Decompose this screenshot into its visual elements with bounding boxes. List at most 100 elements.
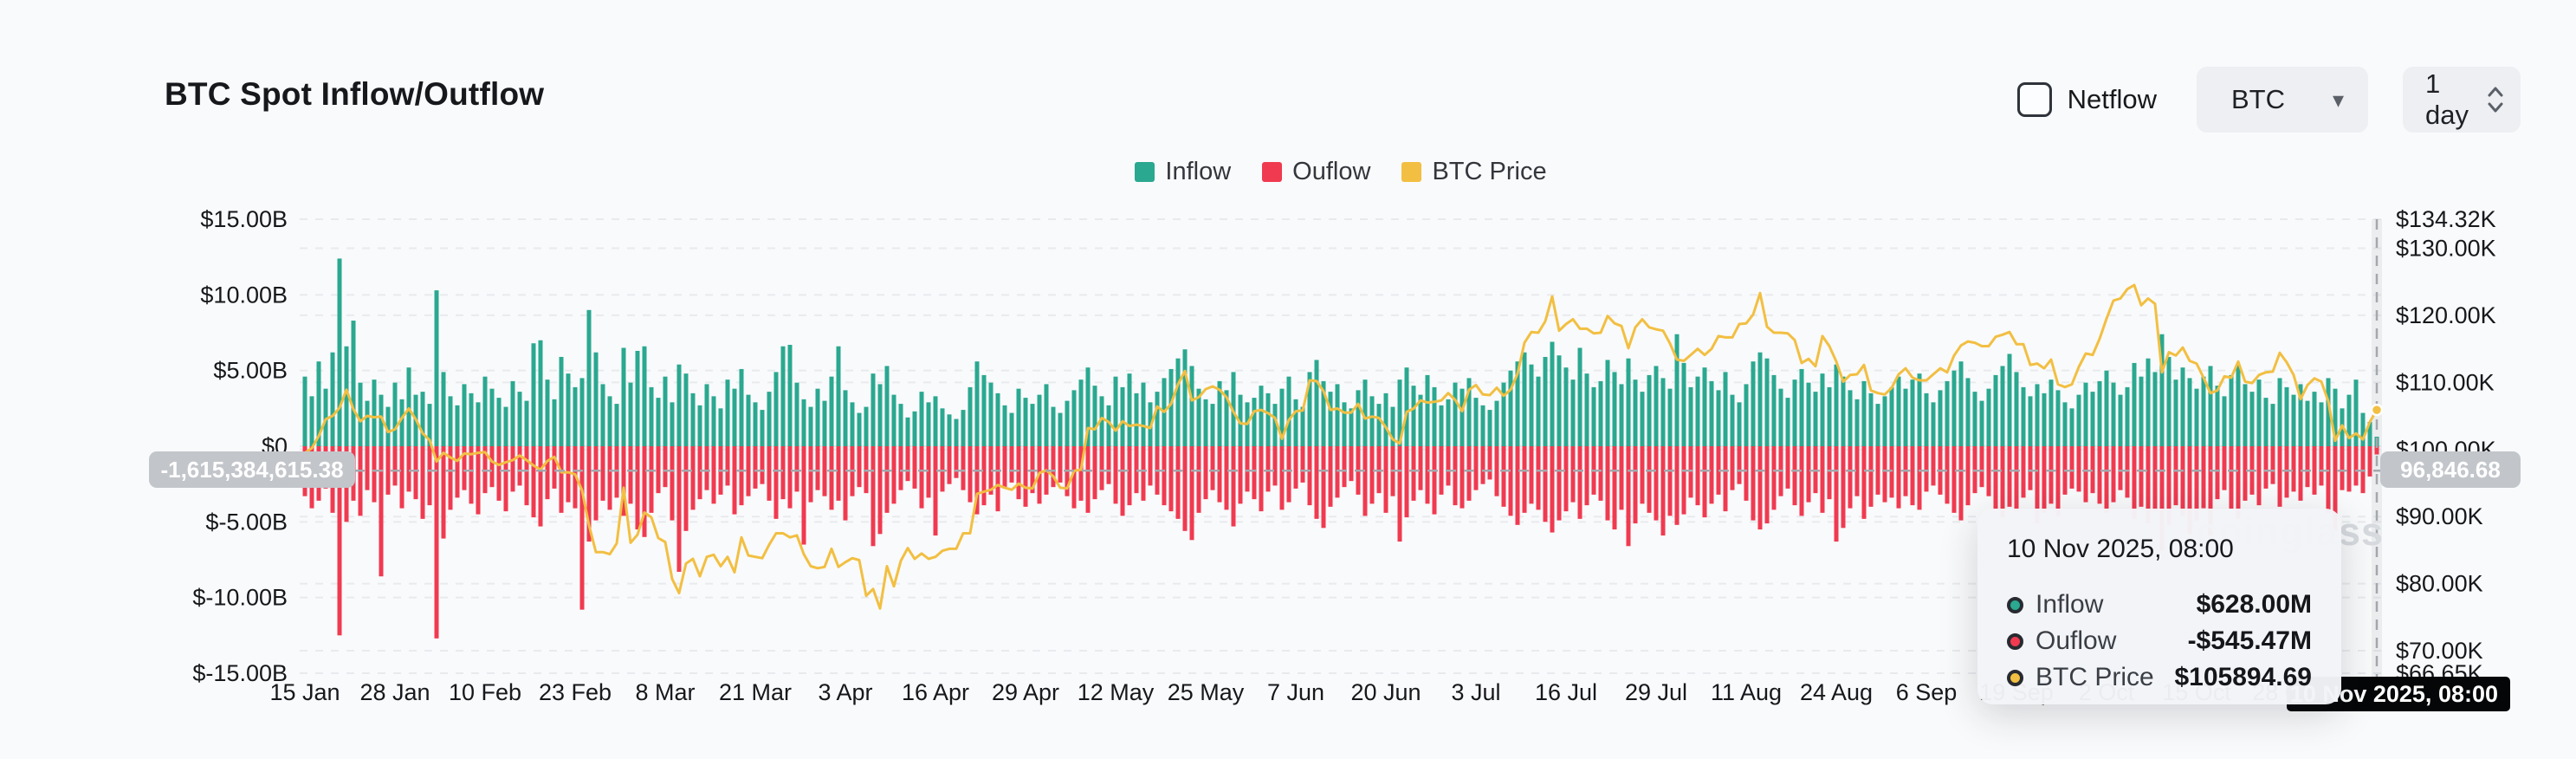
outflow-bar[interactable] [1210, 446, 1215, 490]
outflow-bar[interactable] [905, 446, 910, 482]
outflow-bar[interactable] [2125, 446, 2130, 498]
outflow-bar[interactable] [794, 446, 799, 492]
inflow-bar[interactable] [1848, 390, 1853, 446]
inflow-bar[interactable] [2021, 386, 2026, 446]
outflow-bar[interactable] [1362, 446, 1368, 516]
outflow-bar[interactable] [2000, 446, 2005, 518]
inflow-bar[interactable] [503, 406, 508, 446]
outflow-bar[interactable] [1834, 446, 1839, 542]
outflow-bar[interactable] [337, 446, 342, 636]
outflow-bar[interactable] [1744, 446, 1749, 501]
outflow-bar[interactable] [489, 446, 495, 488]
outflow-bar[interactable] [1307, 446, 1312, 506]
inflow-bar[interactable] [385, 406, 391, 446]
inflow-bar[interactable] [2173, 380, 2178, 446]
inflow-bar[interactable] [2270, 404, 2275, 446]
inflow-bar[interactable] [489, 388, 495, 446]
outflow-bar[interactable] [545, 446, 550, 500]
inflow-bar[interactable] [2284, 386, 2289, 446]
inflow-bar[interactable] [1702, 367, 1707, 446]
inflow-bar[interactable] [780, 346, 786, 446]
outflow-bar[interactable] [1300, 446, 1305, 483]
inflow-bar[interactable] [1480, 405, 1485, 446]
outflow-bar[interactable] [968, 446, 973, 503]
inflow-bar[interactable] [995, 392, 1000, 446]
inflow-bar[interactable] [524, 400, 529, 446]
inflow-bar[interactable] [670, 402, 675, 446]
outflow-bar[interactable] [2187, 446, 2192, 535]
outflow-bar[interactable] [2194, 446, 2199, 521]
outflow-bar[interactable] [1071, 446, 1077, 509]
outflow-bar[interactable] [1737, 446, 1742, 484]
inflow-bar[interactable] [1757, 352, 1763, 446]
inflow-bar[interactable] [1889, 386, 1894, 446]
inflow-bar[interactable] [2236, 364, 2241, 446]
inflow-bar[interactable] [2111, 382, 2116, 446]
outflow-bar[interactable] [1917, 446, 1922, 510]
outflow-bar[interactable] [1945, 446, 1950, 504]
outflow-bar[interactable] [2208, 446, 2213, 536]
inflow-bar[interactable] [1224, 390, 1229, 446]
inflow-bar[interactable] [2194, 388, 2199, 446]
outflow-bar[interactable] [2118, 446, 2123, 490]
outflow-bar[interactable] [2173, 446, 2178, 506]
inflow-bar[interactable] [1175, 358, 1181, 446]
inflow-bar[interactable] [912, 411, 917, 446]
inflow-bar[interactable] [628, 382, 633, 446]
inflow-bar[interactable] [1141, 382, 1146, 446]
outflow-bar[interactable] [476, 446, 481, 515]
outflow-bar[interactable] [2305, 446, 2310, 488]
inflow-bar[interactable] [919, 392, 924, 446]
inflow-bar[interactable] [1951, 370, 1957, 446]
outflow-bar[interactable] [2021, 446, 2026, 498]
outflow-bar[interactable] [1667, 446, 1673, 516]
inflow-bar[interactable] [1030, 404, 1035, 446]
inflow-bar[interactable] [1460, 388, 1465, 446]
inflow-bar[interactable] [1349, 408, 1354, 446]
inflow-bar[interactable] [1487, 410, 1492, 446]
inflow-bar[interactable] [1598, 380, 1603, 446]
inflow-bar[interactable] [1473, 398, 1479, 446]
inflow-bar[interactable] [822, 400, 827, 446]
inflow-bar[interactable] [1612, 372, 1617, 446]
inflow-bar[interactable] [330, 352, 335, 446]
inflow-bar[interactable] [857, 412, 862, 446]
outflow-bar[interactable] [961, 446, 966, 490]
inflow-bar[interactable] [420, 392, 425, 446]
inflow-bar[interactable] [1522, 352, 1527, 446]
outflow-bar[interactable] [1113, 446, 1118, 504]
outflow-bar[interactable] [2277, 446, 2282, 507]
inflow-bar[interactable] [365, 400, 370, 446]
outflow-bar[interactable] [808, 446, 813, 503]
outflow-bar[interactable] [2104, 446, 2109, 513]
outflow-bar[interactable] [455, 446, 460, 498]
outflow-bar[interactable] [503, 446, 508, 512]
outflow-bar[interactable] [954, 446, 959, 478]
inflow-bar[interactable] [531, 343, 536, 446]
inflow-bar[interactable] [1875, 404, 1880, 446]
outflow-bar[interactable] [1924, 446, 1929, 492]
outflow-bar[interactable] [1473, 446, 1479, 490]
outflow-bar[interactable] [1896, 446, 1901, 509]
outflow-bar[interactable] [621, 446, 626, 516]
inflow-bar[interactable] [621, 347, 626, 446]
outflow-bar[interactable] [2055, 446, 2061, 516]
outflow-bar[interactable] [1841, 446, 1846, 529]
inflow-bar[interactable] [517, 392, 522, 446]
outflow-bar[interactable] [1563, 446, 1569, 512]
outflow-bar[interactable] [2152, 446, 2158, 512]
outflow-bar[interactable] [1203, 446, 1208, 500]
inflow-bar[interactable] [392, 382, 398, 446]
outflow-bar[interactable] [1092, 446, 1097, 500]
outflow-bar[interactable] [1238, 446, 1243, 504]
inflow-bar[interactable] [773, 372, 779, 446]
outflow-bar[interactable] [469, 446, 474, 504]
inflow-bar[interactable] [337, 258, 342, 446]
inflow-bar[interactable] [2249, 392, 2255, 446]
inflow-bar[interactable] [1023, 398, 1028, 446]
outflow-bar[interactable] [1494, 446, 1499, 496]
inflow-bar[interactable] [1362, 380, 1368, 446]
outflow-bar[interactable] [871, 446, 876, 547]
inflow-bar[interactable] [1778, 388, 1783, 446]
inflow-bar[interactable] [2049, 380, 2054, 446]
